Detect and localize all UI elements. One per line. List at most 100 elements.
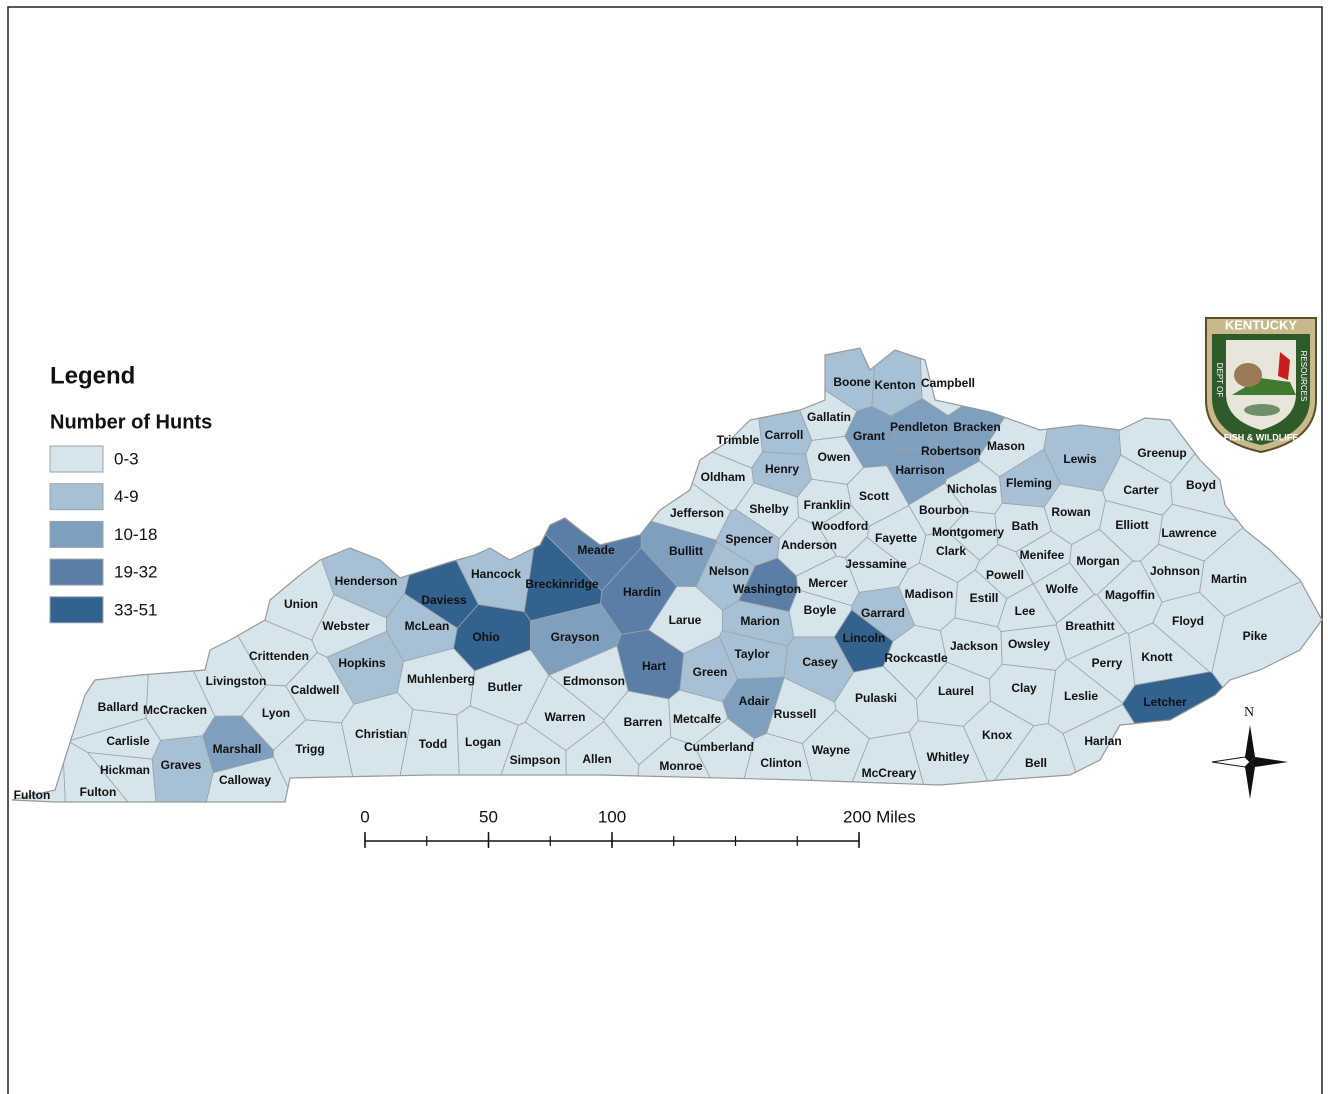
county-label: Jackson <box>950 639 998 653</box>
county-label: Lee <box>1015 604 1036 618</box>
county-label: Johnson <box>1150 564 1200 578</box>
county-label: Casey <box>802 655 838 669</box>
county <box>340 692 414 802</box>
county <box>239 348 428 619</box>
frame <box>7 6 1323 1094</box>
county-label: Clay <box>1011 681 1037 695</box>
logo-deer <box>1234 363 1262 387</box>
county-label: Breathitt <box>1065 619 1114 633</box>
county <box>151 735 214 802</box>
county-label: Barren <box>624 715 663 729</box>
county-label: Letcher <box>1143 695 1187 709</box>
county-label: Floyd <box>1172 614 1204 628</box>
county-label: Jefferson <box>670 506 724 520</box>
county-label: Jessamine <box>845 557 907 571</box>
county-label: Graves <box>161 758 202 772</box>
county <box>755 348 878 412</box>
county-label: Estill <box>970 591 999 605</box>
legend-label: 19-32 <box>114 563 157 582</box>
county-label: Harrison <box>895 463 944 477</box>
county-label: Harlan <box>1084 734 1121 748</box>
county-label: Franklin <box>804 498 851 512</box>
county-label: Leslie <box>1064 689 1098 703</box>
county-label: Russell <box>774 707 817 721</box>
county-label: Green <box>693 665 728 679</box>
state-outline <box>11 347 1323 803</box>
legend-swatch <box>49 558 104 586</box>
county-label: Elliott <box>1115 518 1148 532</box>
scale-label: 50 <box>479 807 498 826</box>
county-label: Trimble <box>717 433 760 447</box>
county-label: Hart <box>642 659 666 673</box>
county-label: Metcalfe <box>673 712 721 726</box>
county-label: Bath <box>1012 519 1039 533</box>
county-label: Pike <box>1243 629 1268 643</box>
logo: KENTUCKY DEPT OF RESOURCES FISH & WILDLI… <box>1205 317 1317 454</box>
county-label: Wolfe <box>1046 582 1079 596</box>
county-label: Spencer <box>725 532 773 546</box>
county-label: Trigg <box>295 742 324 756</box>
county-label: Carroll <box>765 428 804 442</box>
county-label: Kenton <box>874 378 915 392</box>
scale-label: 100 <box>598 807 626 826</box>
county-label: Lincoln <box>843 631 886 645</box>
county-label: Greenup <box>1137 446 1186 460</box>
county-label: Laurel <box>938 684 974 698</box>
county-label: Edmonson <box>563 674 625 688</box>
county <box>1122 671 1321 802</box>
county-label: Hancock <box>471 567 521 581</box>
county-label: Daviess <box>421 593 467 607</box>
county-label: Crittenden <box>249 649 309 663</box>
county-label: Garrard <box>861 606 905 620</box>
legend-subtitle: Number of Hunts <box>50 411 212 433</box>
county-label: Webster <box>322 619 369 633</box>
county-label: Pulaski <box>855 691 897 705</box>
county-label: Owen <box>818 450 851 464</box>
county-label: Bell <box>1025 756 1047 770</box>
county-label: Washington <box>733 582 801 596</box>
legend-swatch <box>49 445 104 473</box>
county-label: Ohio <box>472 630 499 644</box>
county-label: Marion <box>740 614 779 628</box>
county-label: Bullitt <box>669 544 703 558</box>
county-label: Nicholas <box>947 482 997 496</box>
county-label: Anderson <box>781 538 837 552</box>
county-label: Mason <box>987 439 1025 453</box>
county-label: Gallatin <box>807 410 851 424</box>
county-label: Butler <box>488 680 523 694</box>
county <box>919 348 1068 417</box>
county-label: Nelson <box>709 564 749 578</box>
legend-label: 33-51 <box>114 600 157 619</box>
logo-text: RESOURCES <box>1299 351 1308 402</box>
county-label: Adair <box>739 694 770 708</box>
scale-label: 200 Miles <box>843 807 916 826</box>
county-label: Martin <box>1211 572 1247 586</box>
county-label: Fayette <box>875 531 917 545</box>
county-label: Magoffin <box>1105 588 1155 602</box>
county-label: Morgan <box>1076 554 1119 568</box>
county-label: Hickman <box>100 763 150 777</box>
county-label: McCreary <box>862 766 917 780</box>
county-label: Cumberland <box>684 740 754 754</box>
county-label: Hopkins <box>338 656 386 670</box>
county-label: Knott <box>1141 650 1172 664</box>
county-label: Fulton <box>80 785 117 799</box>
county-label: Madison <box>905 587 954 601</box>
logo-hill <box>1232 378 1296 395</box>
county-label: Larue <box>669 613 702 627</box>
logo-text: KENTUCKY <box>1225 317 1298 332</box>
county-label: Knox <box>982 728 1012 742</box>
county-label: Scott <box>859 489 889 503</box>
county-label: McLean <box>405 619 450 633</box>
county <box>537 348 763 469</box>
compass-label: N <box>1244 705 1254 720</box>
compass-needle <box>1211 756 1251 768</box>
county-label: Union <box>284 597 318 611</box>
compass-needle <box>1250 757 1288 767</box>
county <box>201 756 305 802</box>
county-label: Christian <box>355 727 407 741</box>
county-label: Campbell <box>921 376 975 390</box>
county-label: Carter <box>1123 483 1159 497</box>
county-label: Marshall <box>213 742 262 756</box>
